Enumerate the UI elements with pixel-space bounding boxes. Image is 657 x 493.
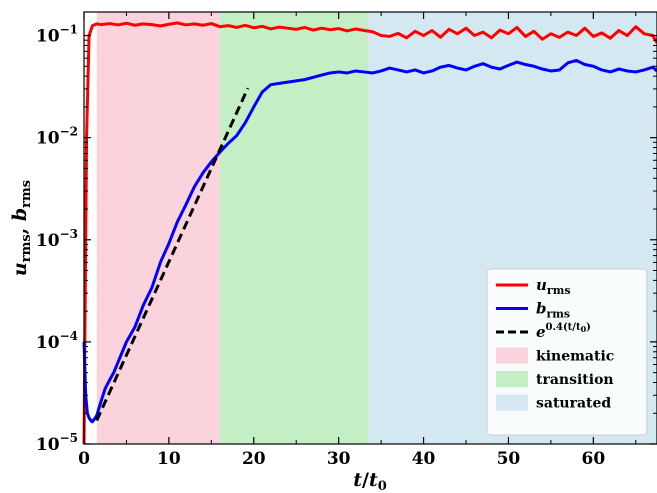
- legend-swatch-transition: [496, 371, 528, 387]
- x-tick-label: 30: [327, 449, 351, 469]
- legend-label-transition: transition: [536, 372, 614, 388]
- y-tick-label: 10−2: [36, 125, 78, 149]
- legend-label-saturated: saturated: [536, 396, 611, 412]
- series-line-2: [95, 87, 250, 422]
- x-axis-label: t/t0: [353, 469, 387, 493]
- y-axis-label: urms, brms: [9, 180, 34, 276]
- x-tick-label: 40: [412, 449, 436, 469]
- y-tick-label: 10−3: [36, 227, 78, 251]
- legend-label-kinematic: kinematic: [536, 349, 614, 365]
- legend-swatch-saturated: [496, 394, 528, 411]
- region-transition: [219, 12, 369, 444]
- legend-swatch-kinematic: [496, 347, 528, 364]
- x-tick-label: 50: [497, 449, 521, 469]
- legend-box: [486, 268, 648, 436]
- x-tick-label: 20: [242, 449, 266, 469]
- x-tick-label: 10: [157, 449, 181, 469]
- plot-frame: [83, 11, 657, 445]
- legend-label-1: brms: [536, 300, 570, 321]
- x-tick-label: 0: [78, 449, 90, 469]
- series-line-0: [82, 21, 657, 445]
- y-tick-label: 10−1: [36, 23, 78, 47]
- y-tick-label: 10−4: [36, 329, 78, 353]
- legend-label-2: e0.4(t/t0): [536, 322, 591, 341]
- series-lines: [82, 21, 657, 445]
- region-kinematic: [96, 12, 220, 444]
- x-tick-label: 60: [581, 449, 605, 469]
- series-line-1: [82, 58, 657, 424]
- y-axis-ticks: 10−5 10−4 10−3 10−2 10−1: [36, 23, 657, 455]
- y-tick-label: 10−5: [36, 431, 78, 455]
- legend-label-0: urms: [536, 276, 571, 297]
- x-axis-ticks: 0 10 20 30 40 50 60: [78, 12, 637, 469]
